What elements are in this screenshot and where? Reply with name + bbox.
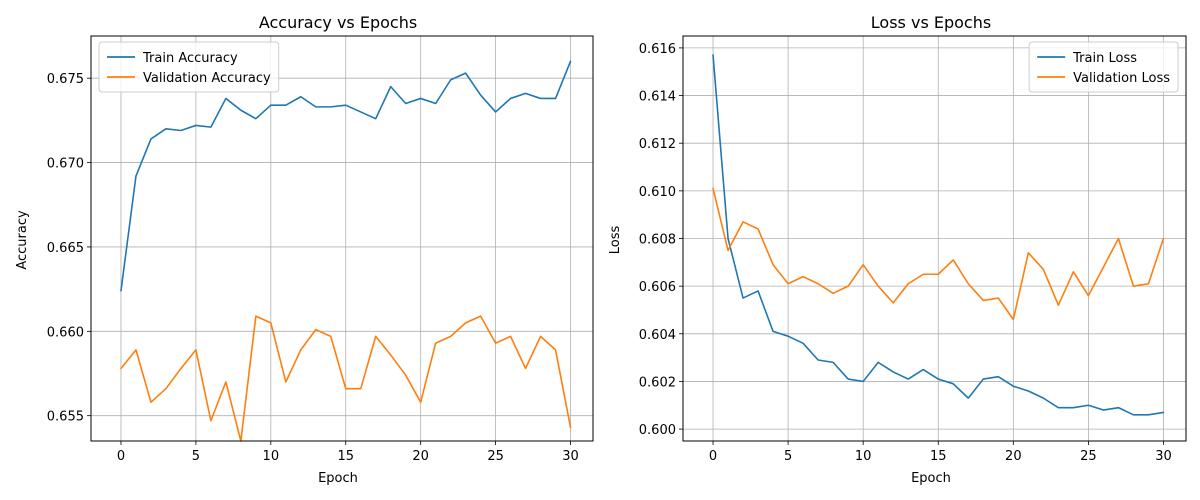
loss-chart-y-tick-label: 0.610: [639, 185, 676, 200]
accuracy-chart-y-tick-label: 0.670: [47, 157, 84, 172]
accuracy-chart-legend-label-validation-accuracy: Validation Accuracy: [143, 71, 271, 86]
loss-chart-y-tick-label: 0.604: [639, 328, 676, 343]
accuracy-chart-y-tick-label: 0.655: [47, 410, 84, 425]
loss-chart-legend-label-train-loss: Train Loss: [1072, 51, 1137, 66]
accuracy-chart: Accuracy vs Epochs Epoch Accuracy 0 5 10 15…: [15, 13, 594, 486]
loss-chart-y-tick-label: 0.616: [639, 42, 676, 57]
accuracy-chart-y-tick-label: 0.665: [47, 241, 84, 256]
accuracy-chart-x-tick-label: 5: [192, 449, 200, 464]
loss-chart-y-tick-label: 0.612: [639, 137, 676, 152]
loss-chart-title: Loss vs Epochs: [871, 13, 991, 32]
accuracy-chart-x-tick-label: 15: [337, 449, 354, 464]
accuracy-chart-y-tick-label: 0.660: [47, 325, 84, 340]
loss-chart-x-tick-label: 20: [1005, 449, 1022, 464]
accuracy-chart-x-tick-label: 25: [487, 449, 504, 464]
loss-chart-x-tick-label: 30: [1155, 449, 1172, 464]
loss-chart-y-tick-label: 0.614: [639, 90, 676, 105]
accuracy-chart-xlabel: Epoch: [318, 471, 358, 486]
accuracy-chart-axes-frame: [90, 35, 594, 442]
accuracy-chart-x-tick-label: 0: [117, 449, 125, 464]
loss-chart: Loss vs Epochs Epoch Loss 0 5 10 15 20 25 30 0.…: [608, 13, 1187, 486]
accuracy-chart-legend-label-train-accuracy: Train Accuracy: [142, 51, 238, 66]
accuracy-chart-y-tick-label: 0.675: [47, 72, 84, 87]
loss-chart-x-tick-label: 5: [784, 449, 792, 464]
accuracy-chart-ylabel: Accuracy: [15, 210, 30, 270]
loss-chart-y-tick-label: 0.606: [639, 280, 676, 295]
loss-chart-legend: Train Loss Validation Loss: [1028, 41, 1179, 93]
loss-chart-xlabel: Epoch: [911, 471, 951, 486]
loss-chart-x-tick-label: 25: [1080, 449, 1097, 464]
loss-chart-x-tick-label: 15: [930, 449, 947, 464]
loss-chart-grid: [683, 36, 1186, 441]
accuracy-chart-x-tick-label: 30: [562, 449, 579, 464]
loss-chart-series-validation-loss: [712, 187, 1165, 321]
loss-chart-y-tick-label: 0.600: [639, 423, 676, 438]
loss-chart-ylabel: Loss: [608, 226, 623, 255]
loss-chart-x-tick-label: 10: [855, 449, 872, 464]
loss-chart-y-tick-label: 0.608: [639, 233, 676, 248]
accuracy-chart-legend: Train Accuracy Validation Accuracy: [98, 41, 280, 93]
accuracy-chart-title: Accuracy vs Epochs: [259, 13, 417, 32]
accuracy-chart-legend-box: [98, 41, 280, 93]
accuracy-chart-x-tick-label: 20: [412, 449, 429, 464]
loss-chart-axes-frame: [682, 35, 1187, 442]
accuracy-chart-series-train-accuracy: [120, 60, 572, 292]
accuracy-chart-x-tick-label: 10: [263, 449, 280, 464]
loss-chart-legend-box: [1028, 41, 1179, 93]
accuracy-chart-series-validation-accuracy: [120, 315, 572, 442]
loss-chart-x-tick-label: 0: [709, 449, 717, 464]
loss-chart-series-train-loss: [712, 54, 1165, 416]
loss-chart-legend-label-validation-loss: Validation Loss: [1073, 71, 1170, 86]
loss-chart-y-tick-label: 0.602: [639, 375, 676, 390]
